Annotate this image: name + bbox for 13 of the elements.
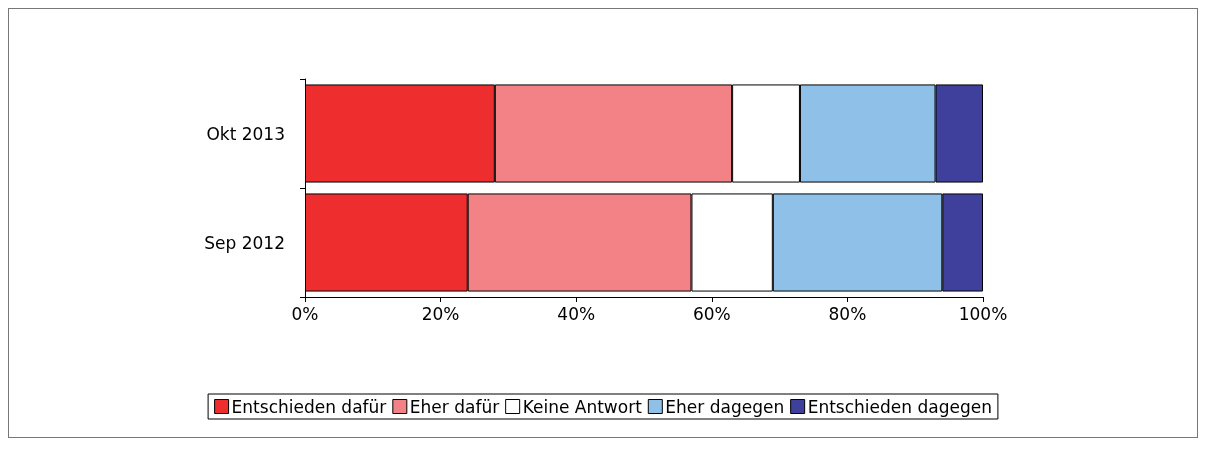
x-tick-label: 20%	[421, 303, 460, 324]
x-tick-label: 80%	[828, 303, 867, 324]
legend-label: Entschieden dafür	[231, 396, 387, 417]
legend-label: Keine Antwort	[522, 396, 643, 417]
legend-label: Eher dafür	[409, 396, 500, 417]
legend-label: Eher dagegen	[665, 396, 785, 417]
y-tick-label: Sep 2012	[204, 232, 285, 253]
x-tick-label: 40%	[557, 303, 596, 324]
x-tick-label: 60%	[692, 303, 731, 324]
y-tick-label: Okt 2013	[206, 123, 285, 144]
legend-label: Entschieden dagegen	[807, 396, 992, 417]
x-tick-label: 0%	[291, 303, 319, 324]
x-tick-label: 100%	[958, 303, 1008, 324]
